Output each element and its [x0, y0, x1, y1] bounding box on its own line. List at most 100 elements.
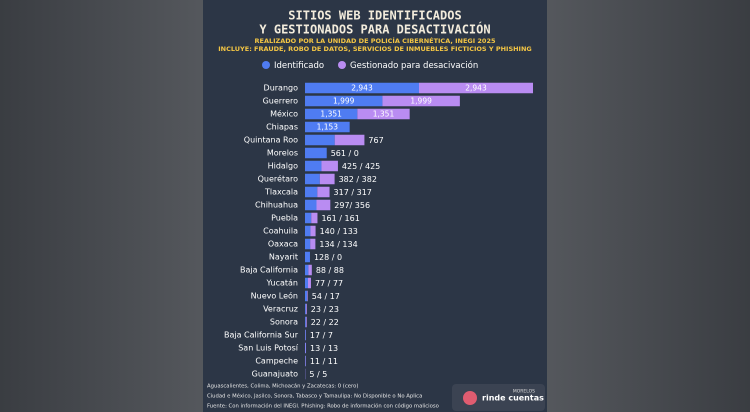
bar-segment — [305, 173, 320, 185]
value-label: 161 / 161 — [321, 214, 359, 223]
category-label: Baja California — [240, 266, 298, 275]
value-label: 140 / 133 — [320, 227, 358, 236]
bar-segment — [319, 173, 335, 185]
bar-segment — [305, 316, 306, 328]
bar-segment — [321, 160, 338, 172]
legend-swatch — [338, 61, 346, 69]
logo-text: rinde cuentas — [482, 394, 544, 403]
value-label: 2,943 — [351, 84, 373, 93]
category-label: Guanajuato — [252, 370, 298, 379]
category-label: Hidalgo — [268, 162, 299, 171]
value-label: 88 / 88 — [316, 266, 344, 275]
category-label: Chihuahua — [255, 201, 298, 210]
logo-box — [452, 384, 545, 411]
subtitle: REALIZADO POR LA UNIDAD DE POLICÍA CIBER… — [255, 36, 496, 45]
bar-segment — [316, 199, 331, 211]
bar-segment — [305, 121, 350, 133]
bar-segment — [305, 290, 308, 302]
bar-segment — [382, 95, 460, 107]
value-label: 1,999 — [410, 97, 432, 106]
category-label: Puebla — [271, 214, 298, 223]
bar-segment — [310, 238, 316, 250]
value-label: 1,999 — [333, 97, 355, 106]
category-label: Querétaro — [258, 174, 298, 184]
logo-icon — [463, 391, 477, 405]
category-label: Oaxaca — [268, 240, 298, 249]
title: Y GESTIONADOS PARA DESACTIVACIÓN — [259, 22, 490, 37]
bar-segment — [308, 264, 312, 276]
value-label: 23 / 23 — [311, 305, 339, 314]
title: SITIOS WEB IDENTIFICADOS — [288, 9, 461, 23]
category-label: Veracruz — [263, 305, 298, 314]
legend: Identificado Gestionado para desacivación — [262, 60, 478, 71]
bar-segment — [305, 82, 419, 94]
bar-segment — [305, 342, 306, 354]
panel — [203, 0, 547, 412]
bar-segment — [305, 225, 311, 237]
legend-label: Identificado — [274, 61, 324, 71]
bar-segment — [307, 290, 308, 302]
category-label: Morelos — [267, 149, 298, 158]
value-label: 54 / 17 — [312, 292, 340, 301]
value-label: 561 / 0 — [331, 149, 359, 158]
bar-segment — [305, 329, 306, 341]
category-label: Chiapas — [266, 123, 298, 132]
bar-segment — [317, 186, 330, 198]
bar-segment — [305, 186, 318, 198]
bar-segment — [307, 277, 311, 289]
bar-segment — [305, 264, 309, 276]
bar-segment — [305, 277, 308, 289]
value-label: 5 / 5 — [309, 370, 327, 379]
value-label: 2,943 — [465, 84, 487, 93]
bar-segment — [334, 134, 365, 146]
category-label: Durango — [264, 84, 299, 93]
category-label: Yucatán — [266, 279, 298, 288]
bar-segment — [305, 238, 311, 250]
value-label: 13 / 13 — [310, 344, 338, 353]
value-label: 1,351 — [373, 110, 395, 119]
bar-segment — [305, 342, 307, 354]
legend-swatch — [262, 61, 270, 69]
value-label: 17 / 7 — [310, 331, 333, 340]
logo-text: MORELOS — [513, 389, 535, 395]
category-label: Coahuila — [263, 227, 298, 236]
bar-segment — [305, 108, 358, 120]
bar-segment — [305, 147, 327, 159]
note: Fuente: Con información del INEGI. Phish… — [207, 403, 439, 410]
category-label: Sonora — [270, 318, 298, 327]
bar-segment — [305, 160, 322, 172]
bar-segment — [305, 303, 306, 315]
subtitle: INCLUYE: FRAUDE, ROBO DE DATOS, SERVICIO… — [218, 45, 532, 53]
bar-segment — [305, 95, 383, 107]
bar-segment — [305, 251, 310, 263]
bar-segment — [305, 303, 307, 315]
category-label: Guerrero — [263, 97, 298, 106]
value-label: 128 / 0 — [314, 253, 342, 262]
category-label: Campeche — [255, 357, 298, 366]
bar-segment — [357, 108, 410, 120]
value-label: 22 / 22 — [311, 318, 339, 327]
bar-segment — [310, 225, 316, 237]
legend-label: Gestionado para desacivación — [350, 60, 478, 71]
category-label: Baja California Sur — [224, 331, 299, 340]
category-label: Quintana Roo — [244, 136, 298, 145]
bar-segment — [311, 212, 318, 224]
plot: Durango 2,943 2,943 Guerrero 1,999 1,999 Méxic… — [224, 82, 533, 380]
bar-segment — [419, 82, 533, 94]
value-label: 1,351 — [320, 110, 342, 119]
value-label: 767 — [368, 136, 383, 145]
value-label: 1,153 — [317, 123, 339, 132]
bar-segment — [305, 212, 312, 224]
category-label: San Luis Potosí — [238, 344, 299, 353]
value-label: 77 / 77 — [315, 279, 343, 288]
value-label: 134 / 134 — [319, 240, 357, 249]
category-label: Nuevo León — [251, 291, 298, 301]
category-label: México — [270, 109, 298, 119]
bar-segment — [305, 134, 335, 146]
value-label: 317 / 317 — [334, 188, 372, 197]
value-label: 297/ 356 — [334, 201, 370, 210]
bar-segment — [305, 316, 307, 328]
value-label: 382 / 382 — [339, 175, 377, 184]
bar-segment — [305, 199, 317, 211]
